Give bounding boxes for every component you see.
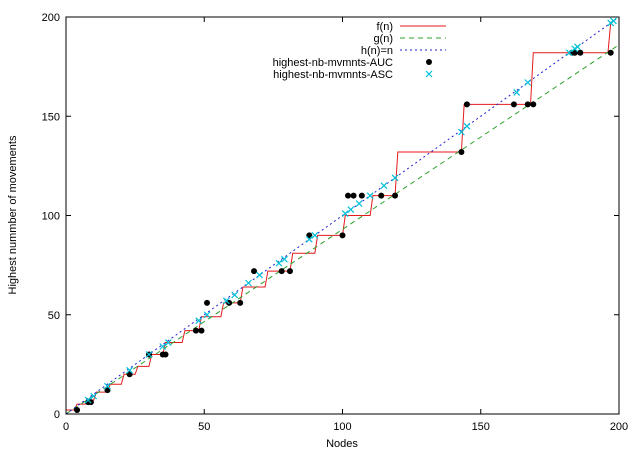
- x-tick-label-3: 150: [472, 421, 490, 433]
- x-axis-label: Nodes: [326, 438, 358, 450]
- series-4-point-16: [311, 231, 319, 239]
- legend-label-1: g(n): [373, 33, 393, 45]
- series-4-point-2: [104, 382, 111, 390]
- series-3-point-29: [571, 49, 578, 56]
- series-4-point-7: [195, 317, 203, 325]
- legend: f(n)g(n)h(n)=nhighest-nb-mvmnts-AUChighe…: [273, 21, 446, 81]
- series-4-point-13: [275, 259, 283, 267]
- x-tick-label-0: 0: [63, 421, 69, 433]
- series-4-point-4: [145, 351, 153, 358]
- series-3-point-18: [345, 192, 352, 199]
- series-3-point-10: [204, 299, 211, 306]
- series-4-point-19: [355, 200, 363, 208]
- series-3-point-15: [286, 268, 293, 275]
- series-3-point-23: [458, 148, 465, 155]
- series-3-point-14: [278, 268, 285, 275]
- legend-label-4: highest-nb-mvmnts-ASC: [273, 69, 393, 81]
- y-tick-label-3: 150: [42, 111, 60, 123]
- series-3-point-3: [104, 387, 111, 394]
- series-3-point-22: [392, 192, 399, 199]
- series-4-point-14: [281, 255, 288, 263]
- series-3-point-19: [350, 192, 357, 199]
- series-3-point-7: [162, 351, 169, 358]
- series-3-point-27: [530, 101, 537, 108]
- legend-label-2: h(n)=n: [361, 45, 393, 57]
- series-4-point-11: [245, 279, 252, 287]
- series-4-point-23: [457, 128, 465, 136]
- series-4-point-5: [159, 343, 167, 350]
- legend-label-0: f(n): [377, 21, 394, 33]
- series-4-point-22: [391, 174, 399, 182]
- series-4-point-18: [347, 206, 355, 213]
- series-3-point-30: [577, 49, 584, 56]
- x-tick-label-2: 100: [333, 421, 351, 433]
- series-3-point-9: [198, 327, 205, 334]
- series-1-line: [65, 44, 620, 415]
- series-3-point-8: [192, 327, 199, 334]
- y-tick-label-4: 200: [42, 12, 60, 24]
- series-4-point-6: [164, 339, 172, 346]
- series-4-point-9: [222, 297, 230, 305]
- series-4-point-17: [341, 210, 349, 217]
- x-tick-label-1: 50: [198, 421, 210, 433]
- legend-sample-3: [426, 59, 432, 65]
- series-3-point-20: [358, 192, 365, 199]
- series-3-point-13: [251, 268, 258, 275]
- series-3-point-16: [306, 232, 313, 239]
- x-tick-label-4: 200: [610, 421, 628, 433]
- series-3-point-26: [524, 101, 531, 108]
- series-4-point-26: [524, 79, 532, 86]
- y-tick-label-0: 0: [54, 409, 60, 421]
- series-3-point-21: [378, 192, 385, 199]
- series-4-point-8: [203, 311, 211, 319]
- y-tick-label-2: 100: [42, 211, 60, 223]
- series-4-point-21: [380, 182, 388, 190]
- series-4-point-15: [305, 235, 313, 243]
- series-4-point-25: [513, 89, 521, 96]
- series-3-point-4: [126, 371, 133, 378]
- series-3-point-25: [510, 101, 517, 108]
- series-3-point-12: [237, 299, 244, 306]
- series-4-point-0: [84, 396, 92, 404]
- y-axis-label: Highest nummber of movements: [7, 135, 19, 294]
- y-tick-label-1: 50: [48, 310, 60, 322]
- series-3-point-17: [339, 232, 346, 239]
- series-4-point-1: [90, 392, 98, 400]
- series-4-point-12: [256, 271, 263, 279]
- legend-label-3: highest-nb-mvmnts-AUC: [273, 57, 393, 69]
- series-4-point-27: [565, 49, 573, 57]
- series-4-point-24: [463, 122, 471, 130]
- series-3-point-0: [74, 407, 81, 414]
- series-3-point-31: [607, 49, 614, 56]
- series-4-point-20: [366, 192, 374, 200]
- series-4-point-3: [126, 366, 134, 374]
- series-3-point-24: [463, 101, 470, 108]
- series-4-point-10: [231, 291, 239, 299]
- legend-sample-4: [425, 70, 433, 78]
- series-4-point-29: [574, 43, 581, 51]
- series-4-point-31: [610, 17, 617, 25]
